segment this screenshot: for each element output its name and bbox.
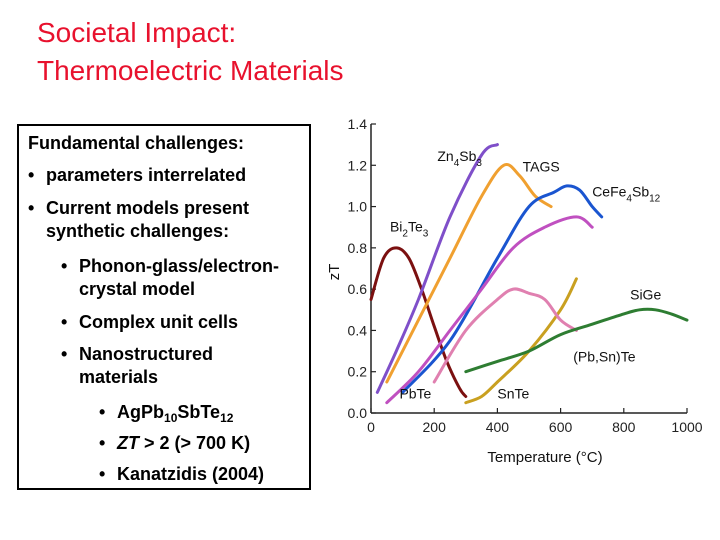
subsub-bullet-zt: • ZT > 2 (> 700 K) xyxy=(99,432,250,455)
series-label-subscript: 4 xyxy=(454,158,460,169)
sub-bullet-text: Complex unit cells xyxy=(79,312,239,332)
bullet-current-models: • Current models present synthetic chall… xyxy=(28,197,249,243)
x-tick-label: 1000 xyxy=(671,419,702,435)
sub-bullet-phonon-glass: • Phonon-glass/electron- crystal model xyxy=(61,255,279,301)
series-label: TAGS xyxy=(523,158,560,174)
series-label: SnTe xyxy=(497,386,529,402)
bullet-text: Current models present xyxy=(46,198,250,218)
challenges-box: Fundamental challenges: • parameters int… xyxy=(17,124,311,490)
series-label: CeFe4Sb12 xyxy=(592,183,660,204)
series-line-tags xyxy=(385,163,553,384)
sub-bullet-text: Phonon-glass/electron- xyxy=(79,256,280,276)
subsub-bullet-agpbsbte: • AgPb10SbTe12 xyxy=(99,401,233,430)
bullet-glyph: • xyxy=(99,464,106,484)
formula-te-subscript: 12 xyxy=(220,411,234,425)
series-label-text: Sb xyxy=(459,148,476,164)
series-label-text: SiGe xyxy=(630,286,661,302)
series-label: PbTe xyxy=(399,386,431,402)
formula-te: Te xyxy=(200,402,221,422)
x-tick-label: 400 xyxy=(486,419,510,435)
y-tick-label: 0.2 xyxy=(348,364,368,380)
bullet-glyph: • xyxy=(28,198,35,218)
title-line-2: Thermoelectric Materials xyxy=(37,55,344,86)
series-label-subscript: 4 xyxy=(626,193,632,204)
formula-pb-subscript: 10 xyxy=(164,411,178,425)
y-tick-label: 0.6 xyxy=(348,281,368,297)
series-line-snte xyxy=(464,277,578,405)
bullet-glyph: • xyxy=(99,402,106,422)
bullet-glyph: • xyxy=(99,433,106,453)
series-label-text: Zn xyxy=(437,148,453,164)
sub-bullet-text-cont: materials xyxy=(79,367,159,387)
series-label-text: CeFe xyxy=(592,183,626,199)
x-tick-label: 0 xyxy=(367,419,375,435)
series-label-text: Sb xyxy=(632,183,649,199)
zt-rest: > 2 (> 700 K) xyxy=(139,433,251,453)
series-label-subscript: 2 xyxy=(402,228,408,239)
series-line-sige xyxy=(464,307,689,374)
series-label-subscript: 12 xyxy=(649,193,661,204)
y-tick-label: 0.0 xyxy=(348,405,368,421)
x-tick-label: 200 xyxy=(423,419,447,435)
slide-title: Societal Impact: Thermoelectric Material… xyxy=(37,14,344,90)
title-line-1: Societal Impact: xyxy=(37,17,237,48)
y-tick-label: 1.4 xyxy=(348,116,368,132)
series-line-pbsnte xyxy=(432,287,578,384)
sub-bullet-nanostructured: • Nanostructured materials xyxy=(61,343,213,389)
chart-series xyxy=(369,143,689,405)
series-label: SiGe xyxy=(630,286,661,302)
y-axis-label: zT xyxy=(326,264,343,281)
series-label-subscript: 3 xyxy=(423,228,429,239)
x-axis-label: Temperature (°C) xyxy=(487,449,602,466)
series-label-text: Bi xyxy=(390,218,402,234)
sub-bullet-complex-cells: • Complex unit cells xyxy=(61,311,238,334)
x-tick-label: 600 xyxy=(549,419,573,435)
bullet-text: parameters interrelated xyxy=(46,165,247,185)
bullet-glyph: • xyxy=(61,256,68,276)
y-tick-label: 0.4 xyxy=(348,322,368,338)
bullet-text-cont: synthetic challenges: xyxy=(46,221,230,241)
sub-bullet-text: Nanostructured xyxy=(79,344,214,364)
series-label-text: (Pb,Sn)Te xyxy=(573,348,635,364)
y-tick-label: 0.8 xyxy=(348,240,368,256)
subsub-bullet-kanatzidis: • Kanatzidis (2004) xyxy=(99,463,264,486)
zt-text: ZT > 2 (> 700 K) xyxy=(99,432,250,455)
series-label-text: PbTe xyxy=(399,386,431,402)
bullet-glyph: • xyxy=(28,165,35,185)
series-label: Zn4Sb3 xyxy=(437,148,482,169)
series-line-zn4sb3 xyxy=(375,143,499,394)
series-line-pbte xyxy=(385,215,594,405)
formula-agpbsbte: AgPb10SbTe12 xyxy=(99,401,233,430)
series-label: Bi2Te3 xyxy=(390,218,429,239)
chart-series-labels: Zn4Sb3 TAGSCeFe4Sb12Bi2Te3SiGe(Pb,Sn)TePb… xyxy=(390,148,661,401)
bullet-glyph: • xyxy=(61,344,68,364)
challenges-heading: Fundamental challenges: xyxy=(28,133,245,153)
series-line-cefe4sb12 xyxy=(401,184,604,394)
x-tick-label: 800 xyxy=(612,419,636,435)
formula-ag: Ag xyxy=(117,402,141,422)
formula-sb: Sb xyxy=(177,402,201,422)
y-tick-label: 1.0 xyxy=(348,199,368,215)
chart-axes: 0.0 0.2 0.4 0.6 0.8 1.0 1.2 1.4 0 200 400 600 800 100… xyxy=(348,116,703,435)
formula-pb: Pb xyxy=(141,402,165,422)
series-label: (Pb,Sn)Te xyxy=(573,348,635,364)
zt-temperature-chart: 0.0 0.2 0.4 0.6 0.8 1.0 1.2 1.4 0 200 400 600 800 100… xyxy=(326,116,703,466)
sub-bullet-text-cont: crystal model xyxy=(79,279,196,299)
bullet-parameters: • parameters interrelated xyxy=(28,164,246,187)
bullet-glyph: • xyxy=(61,312,68,332)
series-label-text: Te xyxy=(408,218,423,234)
y-tick-label: 1.2 xyxy=(348,157,368,173)
zt-italic: ZT xyxy=(117,433,139,453)
kanatzidis-text: Kanatzidis (2004) xyxy=(117,464,265,484)
series-label-text: SnTe xyxy=(497,386,529,402)
series-label-subscript: 3 xyxy=(476,158,482,169)
series-label-text: TAGS xyxy=(523,158,560,174)
